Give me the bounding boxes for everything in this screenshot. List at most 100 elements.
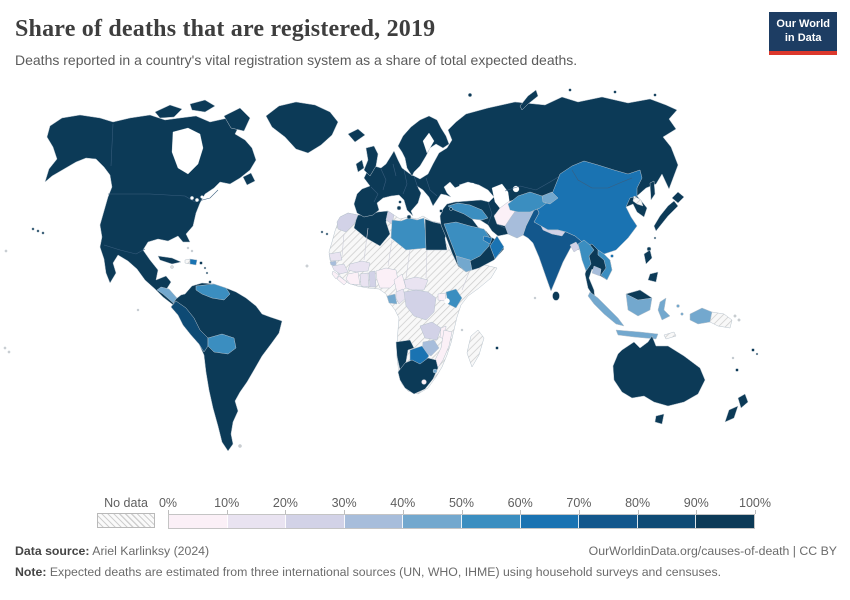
country-morocco[interactable]: [336, 212, 359, 233]
country-dominican-republic[interactable]: [189, 258, 198, 266]
country-indonesia-sumatra[interactable]: [587, 291, 625, 327]
novaya-zemlya[interactable]: [519, 89, 539, 111]
country-namibia[interactable]: [395, 339, 415, 371]
country-mozambique[interactable]: [434, 329, 453, 370]
country-sierra-leone[interactable]: [331, 270, 340, 280]
legend-bin-8[interactable]: [637, 515, 697, 528]
country-cyprus[interactable]: [449, 207, 453, 211]
country-sicily[interactable]: [406, 214, 412, 220]
bahamas[interactable]: [186, 246, 190, 250]
country-gabon[interactable]: [386, 293, 398, 305]
country-usa-canada-mexico[interactable]: [44, 114, 257, 319]
svalbard[interactable]: [467, 92, 473, 98]
continent-north-america[interactable]: [31, 99, 366, 319]
region-scandinavia[interactable]: [397, 115, 450, 177]
country-cuba[interactable]: [157, 255, 182, 265]
legend-bin-7[interactable]: [579, 515, 638, 528]
moluccas[interactable]: [676, 304, 680, 308]
lesser-antilles[interactable]: [203, 266, 207, 270]
country-greenland[interactable]: [265, 101, 339, 154]
country-ghana[interactable]: [359, 272, 370, 288]
country-new-zealand-north[interactable]: [737, 393, 749, 409]
country-corsica[interactable]: [398, 200, 402, 204]
country-north-korea[interactable]: [632, 195, 644, 207]
country-brazil-argentina-chile[interactable]: [170, 282, 283, 452]
country-australia-tasmania[interactable]: [654, 413, 665, 425]
continent-eurasia[interactable]: [353, 88, 685, 301]
new-caledonia[interactable]: [735, 368, 739, 372]
country-togo-benin[interactable]: [368, 270, 377, 288]
country-cote-divoire[interactable]: [345, 271, 361, 286]
country-crete[interactable]: [439, 209, 443, 213]
country-burkina-faso[interactable]: [347, 260, 371, 273]
newfoundland[interactable]: [242, 172, 256, 186]
country-philippines-luzon[interactable]: [643, 249, 653, 265]
legend-bin-1[interactable]: [227, 515, 287, 528]
country-dr-congo[interactable]: [403, 289, 437, 321]
country-myanmar[interactable]: [577, 239, 595, 272]
country-south-africa[interactable]: [397, 357, 439, 395]
country-uae[interactable]: [482, 235, 493, 245]
country-lesotho[interactable]: [421, 379, 427, 385]
country-saudi-arabia[interactable]: [443, 221, 491, 263]
attribution-link[interactable]: OurWorldinData.org/causes-of-death | CC …: [588, 544, 837, 558]
country-bolivia[interactable]: [207, 333, 237, 355]
country-united-kingdom[interactable]: [363, 145, 379, 177]
arctic-island[interactable]: [613, 90, 617, 94]
hawaii[interactable]: [41, 231, 45, 235]
canary-islands[interactable]: [325, 232, 329, 236]
legend-bin-6[interactable]: [520, 515, 580, 528]
legend-bin-9[interactable]: [696, 515, 754, 528]
legend-color-bar[interactable]: [168, 514, 755, 529]
region-southeast-asia-oceania[interactable]: [3, 249, 759, 425]
country-zambia[interactable]: [419, 321, 442, 341]
country-timor[interactable]: [663, 331, 677, 340]
country-hainan[interactable]: [610, 254, 614, 258]
country-papua-new-guinea[interactable]: [709, 311, 733, 329]
country-iraq-syria[interactable]: [447, 202, 489, 221]
country-senegal[interactable]: [328, 251, 343, 262]
legend-bin-0[interactable]: [169, 515, 228, 528]
country-eswatini[interactable]: [432, 368, 438, 374]
lesser-antilles[interactable]: [205, 271, 209, 275]
country-venezuela[interactable]: [195, 283, 231, 301]
pacific-islands[interactable]: [4, 249, 8, 253]
moluccas[interactable]: [680, 312, 684, 316]
maldives[interactable]: [533, 296, 537, 300]
country-new-zealand-south[interactable]: [724, 405, 739, 423]
legend-no-data[interactable]: No data: [97, 496, 155, 528]
country-madagascar[interactable]: [466, 329, 485, 368]
country-sardinia[interactable]: [396, 205, 402, 211]
country-japan-hokkaido[interactable]: [671, 191, 685, 204]
comoros[interactable]: [460, 328, 464, 332]
country-japan-honshu[interactable]: [653, 200, 679, 232]
legend-bin-4[interactable]: [403, 515, 462, 528]
country-cambodia[interactable]: [591, 265, 602, 277]
country-indonesia-java[interactable]: [615, 329, 659, 340]
country-indonesia-papua[interactable]: [689, 307, 713, 325]
country-nigeria[interactable]: [375, 267, 399, 289]
country-guinea[interactable]: [331, 263, 349, 275]
country-kyrgyzstan-tajikistan[interactable]: [541, 191, 559, 205]
country-yemen[interactable]: [455, 255, 473, 273]
okinawa[interactable]: [653, 236, 657, 240]
country-oman[interactable]: [489, 235, 505, 260]
cape-verde[interactable]: [305, 264, 309, 268]
country-ireland[interactable]: [355, 159, 365, 173]
galapagos[interactable]: [136, 308, 140, 312]
bahamas[interactable]: [190, 249, 194, 253]
solomon-islands[interactable]: [737, 318, 741, 322]
country-australia[interactable]: [612, 335, 706, 407]
country-baffin-island[interactable]: [223, 107, 251, 132]
legend-bin-2[interactable]: [286, 515, 345, 528]
legend-bin-5[interactable]: [461, 515, 521, 528]
wrangel-island[interactable]: [653, 93, 657, 97]
country-congo[interactable]: [395, 288, 407, 305]
arctic-island[interactable]: [568, 88, 572, 92]
country-liberia[interactable]: [336, 275, 348, 286]
owid-logo[interactable]: Our World in Data: [769, 12, 837, 55]
legend-bin-3[interactable]: [344, 515, 404, 528]
canary-islands[interactable]: [320, 230, 324, 234]
arctic-island[interactable]: [189, 99, 216, 113]
arctic-island[interactable]: [154, 104, 183, 119]
